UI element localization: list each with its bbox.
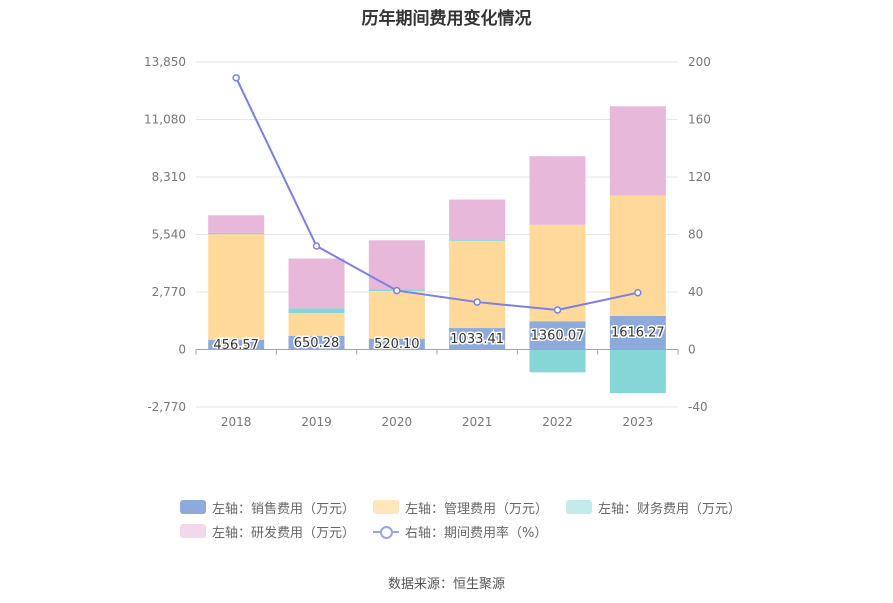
bar-segment-series-1 — [288, 313, 345, 337]
x-axis-tick-label: 2023 — [623, 415, 654, 429]
left-axis-tick-label: 11,080 — [144, 113, 186, 127]
legend-swatch-finance — [566, 500, 593, 514]
left-axis-tick-label: 0 — [178, 343, 186, 357]
bar-data-label: 1360.07 — [531, 328, 585, 343]
left-axis-tick-label: 2,770 — [152, 285, 186, 299]
bar-segment-series-0 — [368, 338, 425, 350]
legend-label-sales: 左轴：销售费用（万元） — [212, 501, 356, 517]
bar-segment-series-3 — [208, 215, 265, 233]
rate-point — [393, 286, 401, 295]
legend-item-rnd[interactable]: 左轴：研发费用（万元） — [180, 522, 355, 541]
legend-swatch-rate — [373, 524, 400, 539]
right-axis-tick-label: 80 — [688, 228, 703, 242]
bar-segment-series-3 — [609, 106, 666, 196]
legend-swatch-rnd — [180, 524, 206, 538]
chart-legend: 左轴：销售费用（万元） 左轴：管理费用（万元） 左轴：财务费用（万元） 左轴：研… — [180, 495, 741, 543]
bar-segment-series-3 — [368, 240, 425, 290]
left-axis-tick-label: 8,310 — [152, 170, 186, 184]
right-axis-tick-label: 40 — [688, 285, 703, 299]
rate-point — [553, 306, 562, 314]
bar-segment-series-1 — [449, 240, 506, 329]
data-source: 数据来源：恒生聚源 — [387, 577, 505, 592]
right-axis-tick-label: 160 — [688, 113, 711, 127]
bar-segment-series-2 — [529, 349, 586, 373]
right-axis-tick-label: 0 — [688, 343, 696, 357]
bar-segment-series-3 — [449, 199, 506, 241]
legend-label-rate: 右轴：期间费用率（%） — [405, 525, 548, 541]
rate-point — [312, 242, 321, 250]
x-axis-tick-label: 2018 — [221, 415, 252, 429]
bar-data-label: 650.28 — [294, 336, 340, 351]
x-axis-tick-label: 2021 — [462, 415, 493, 429]
legend-label-finance: 左轴：财务费用（万元） — [598, 501, 742, 517]
bar-segment-series-3 — [529, 156, 586, 225]
right-axis-tick-label: 200 — [688, 55, 711, 69]
rate-point — [232, 74, 240, 82]
bar-data-label: 1616.27 — [611, 326, 665, 341]
bar-data-label: 1033.41 — [450, 332, 504, 347]
bar-segment-series-3 — [288, 258, 345, 309]
right-axis-tick-label: 120 — [688, 170, 711, 184]
legend-label-rnd: 左轴：研发费用（万元） — [212, 525, 356, 541]
bar-segment-series-0 — [609, 315, 666, 350]
x-axis-tick-label: 2022 — [542, 415, 573, 429]
bar-segment-series-0 — [529, 321, 586, 350]
bar-segment-series-2 — [288, 308, 345, 314]
legend-item-admin[interactable]: 左轴：管理费用（万元） — [373, 498, 548, 517]
bar-segment-series-1 — [208, 234, 265, 341]
right-axis-tick-label: -40 — [688, 400, 708, 414]
chart-title: 历年期间费用变化情况 — [361, 9, 532, 29]
bar-segment-series-0 — [288, 336, 345, 350]
bar-segment-series-0 — [208, 340, 265, 350]
x-axis-tick-label: 2020 — [382, 415, 413, 429]
x-axis-tick-label: 2019 — [301, 415, 332, 429]
left-axis-tick-label: -2,770 — [147, 400, 186, 414]
rate-line — [235, 77, 639, 311]
bar-segment-series-0 — [449, 328, 506, 350]
legend-label-admin: 左轴：管理费用（万元） — [405, 501, 549, 517]
bar-segment-series-2 — [208, 232, 265, 235]
bar-segment-series-1 — [368, 290, 425, 339]
bar-segment-series-2 — [449, 240, 506, 241]
legend-item-finance[interactable]: 左轴：财务费用（万元） — [566, 498, 741, 517]
bar-segment-series-2 — [609, 349, 666, 394]
legend-item-rate[interactable]: 右轴：期间费用率（%） — [373, 522, 547, 541]
legend-item-sales[interactable]: 左轴：销售费用（万元） — [180, 498, 355, 517]
rate-point — [634, 288, 642, 297]
legend-swatch-sales — [180, 500, 206, 514]
rate-point — [473, 298, 481, 306]
left-axis-tick-label: 5,540 — [152, 228, 186, 242]
left-axis-tick-label: 13,850 — [144, 55, 186, 69]
legend-swatch-admin — [373, 500, 400, 514]
bar-data-label: 456.57 — [213, 338, 259, 353]
